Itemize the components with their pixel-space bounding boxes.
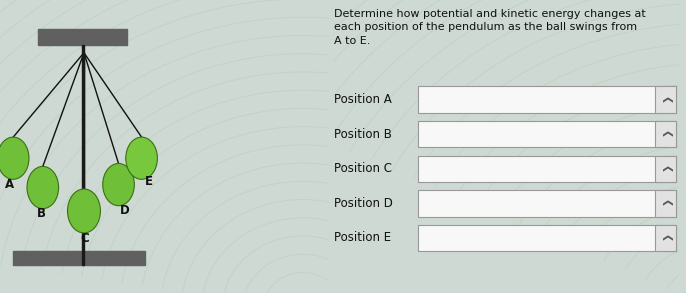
FancyBboxPatch shape (418, 86, 676, 113)
FancyBboxPatch shape (418, 225, 676, 251)
Text: Position D: Position D (335, 197, 393, 210)
Text: A: A (5, 178, 14, 190)
Bar (38, 29, 127, 45)
Text: Position B: Position B (335, 128, 392, 141)
Text: ❮: ❮ (661, 199, 670, 207)
FancyBboxPatch shape (418, 121, 676, 147)
Text: C: C (81, 232, 89, 245)
Ellipse shape (27, 166, 58, 209)
Text: B: B (37, 207, 46, 220)
Text: ❮: ❮ (661, 234, 670, 242)
Ellipse shape (126, 137, 157, 179)
Text: Determine how potential and kinetic energy changes at
each position of the pendu: Determine how potential and kinetic ener… (335, 9, 646, 46)
Text: Position C: Position C (335, 162, 392, 175)
Text: D: D (120, 204, 130, 217)
FancyBboxPatch shape (655, 156, 676, 182)
Text: ❮: ❮ (661, 96, 670, 104)
Ellipse shape (0, 137, 29, 179)
Text: ❮: ❮ (661, 165, 670, 173)
FancyBboxPatch shape (418, 156, 676, 182)
FancyBboxPatch shape (655, 121, 676, 147)
Bar (13, 251, 145, 265)
FancyBboxPatch shape (655, 190, 676, 217)
Text: ❮: ❮ (661, 130, 670, 138)
FancyBboxPatch shape (655, 86, 676, 113)
Text: Position E: Position E (335, 231, 392, 244)
FancyBboxPatch shape (418, 190, 676, 217)
FancyBboxPatch shape (655, 225, 676, 251)
Ellipse shape (103, 163, 134, 206)
Ellipse shape (67, 189, 100, 233)
Text: Position A: Position A (335, 93, 392, 106)
Text: E: E (145, 175, 153, 188)
Bar (82, 45, 84, 265)
